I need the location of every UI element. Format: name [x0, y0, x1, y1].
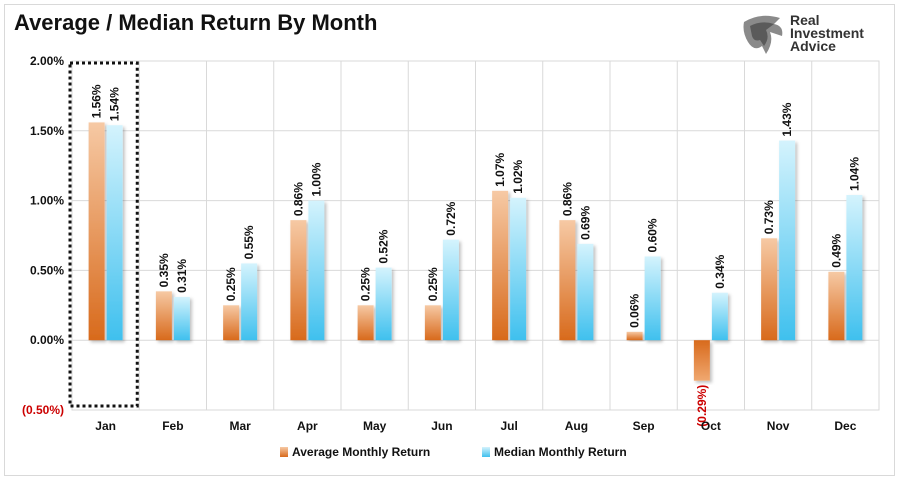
data-label: 0.86%	[291, 182, 305, 216]
bar-average-dec	[828, 271, 845, 341]
y-tick-label: 1.00%	[30, 194, 64, 208]
bar-average-aug	[559, 220, 576, 341]
bar-average-nov	[761, 238, 778, 341]
x-tick-label: Dec	[834, 419, 856, 433]
bar-median-jul	[510, 197, 527, 341]
data-label: 0.60%	[646, 218, 660, 252]
data-label: 1.56%	[90, 84, 104, 118]
legend: Average Monthly Return Median Monthly Ret…	[280, 445, 627, 459]
y-tick-label: (0.50%)	[22, 403, 64, 417]
bar-median-oct	[711, 292, 728, 341]
bar-average-jul	[492, 190, 509, 341]
x-tick-label: Aug	[565, 419, 588, 433]
x-tick-label: Jul	[500, 419, 517, 433]
x-tick-label: Mar	[229, 419, 251, 433]
bar-average-sep	[626, 331, 643, 341]
bar-average-jun	[424, 305, 441, 341]
data-label: 1.02%	[511, 159, 525, 193]
data-label: 0.72%	[444, 201, 458, 235]
chart-title: Average / Median Return By Month	[14, 10, 378, 35]
data-label: 0.31%	[175, 259, 189, 293]
y-axis: (0.50%) 0.00% 0.50% 1.00% 1.50% 2.00%	[22, 54, 64, 417]
data-label: 0.25%	[359, 267, 373, 301]
x-tick-label: May	[363, 419, 387, 433]
data-label: 0.25%	[426, 267, 440, 301]
bar-median-nov	[779, 140, 796, 341]
bar-median-feb	[173, 296, 190, 341]
bar-median-dec	[846, 195, 863, 341]
bar-average-may	[357, 305, 374, 341]
data-label: 0.25%	[224, 267, 238, 301]
x-axis: Jan Feb Mar Apr May Jun Jul Aug Sep Oct Nov Dec	[95, 419, 856, 433]
data-label: 1.04%	[847, 157, 861, 191]
data-label: 1.00%	[309, 162, 323, 196]
legend-swatch-median	[482, 447, 490, 457]
eagle-icon	[743, 15, 783, 54]
y-tick-label: 2.00%	[30, 54, 64, 68]
bar-average-mar	[223, 305, 240, 341]
bar-average-apr	[290, 220, 307, 341]
data-label: 0.49%	[829, 233, 843, 267]
bar-median-jun	[442, 239, 459, 341]
data-label: 0.06%	[628, 293, 642, 327]
bar-median-jan	[106, 125, 123, 341]
legend-label-median: Median Monthly Return	[494, 445, 627, 459]
y-tick-label: 0.50%	[30, 263, 64, 277]
bar-median-may	[375, 267, 392, 341]
logo-line-1: Real	[790, 12, 820, 28]
logo-line-2: Investment	[790, 25, 864, 41]
data-label: 0.69%	[578, 206, 592, 240]
data-label: 0.73%	[762, 200, 776, 234]
gridlines	[71, 60, 880, 411]
bar-average-feb	[155, 291, 172, 341]
data-label: 0.86%	[560, 182, 574, 216]
bars: 1.56% 1.54% 0.35% 0.31% 0.25% 0.55% 0.86% 1.00%…	[68, 61, 863, 427]
highlight-box	[68, 61, 139, 408]
bar-average-jan	[88, 122, 105, 341]
x-tick-label: Oct	[701, 419, 721, 433]
x-tick-label: Jun	[431, 419, 452, 433]
data-label: 0.55%	[242, 225, 256, 259]
bar-median-mar	[241, 263, 258, 341]
x-tick-label: Apr	[297, 419, 318, 433]
bar-median-aug	[577, 243, 594, 341]
legend-swatch-average	[280, 447, 288, 457]
logo-line-3: Advice	[790, 38, 836, 54]
data-label: 0.34%	[713, 254, 727, 288]
bar-median-apr	[308, 200, 325, 341]
bar-median-sep	[644, 256, 661, 341]
data-label: 1.54%	[108, 87, 122, 121]
bar-average-oct	[693, 340, 710, 381]
chart-frame	[4, 4, 895, 476]
y-tick-label: 1.50%	[30, 124, 64, 138]
data-label: 0.52%	[377, 229, 391, 263]
legend-label-average: Average Monthly Return	[292, 445, 430, 459]
x-tick-label: Feb	[162, 419, 183, 433]
data-label: 1.07%	[493, 152, 507, 186]
data-label: 0.35%	[157, 253, 171, 287]
data-label: 1.43%	[780, 102, 794, 136]
y-tick-label: 0.00%	[30, 333, 64, 347]
logo-text: Real Investment Advice	[790, 12, 864, 54]
x-tick-label: Jan	[95, 419, 116, 433]
brand-logo: Real Investment Advice	[740, 12, 890, 62]
data-label: (0.29%)	[695, 385, 709, 427]
x-tick-label: Nov	[767, 419, 790, 433]
x-tick-label: Sep	[633, 419, 655, 433]
